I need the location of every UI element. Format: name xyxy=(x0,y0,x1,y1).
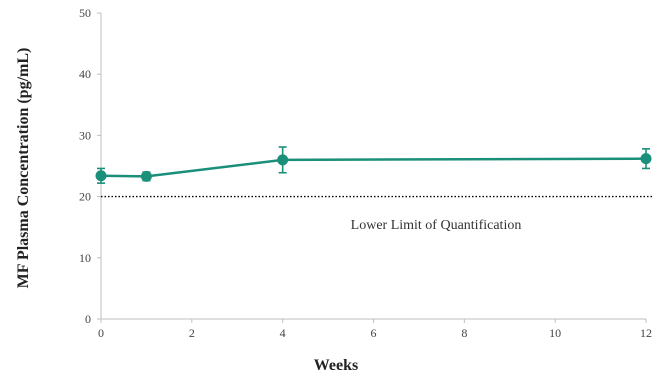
data-point xyxy=(640,153,652,165)
data-point xyxy=(277,154,289,166)
y-tick-label: 50 xyxy=(79,6,91,20)
x-tick-label: 2 xyxy=(189,326,195,340)
y-tick-label: 40 xyxy=(79,67,91,81)
x-tick-label: 4 xyxy=(280,326,286,340)
x-tick-label: 8 xyxy=(461,326,467,340)
y-tick-label: 0 xyxy=(85,312,91,326)
x-axis-title: Weeks xyxy=(314,357,358,374)
y-tick-label: 30 xyxy=(79,128,91,142)
ticks-layer: 0 10 20 30 40 50 0 2 4 6 8 10 12 xyxy=(79,6,652,340)
x-tick-label: 6 xyxy=(371,326,377,340)
x-tick-label: 10 xyxy=(549,326,561,340)
y-tick-label: 20 xyxy=(79,190,91,204)
y-tick-label: 10 xyxy=(79,251,91,265)
x-tick-label: 0 xyxy=(98,326,104,340)
axes-layer xyxy=(100,13,646,320)
data-point xyxy=(95,170,107,182)
series-layer xyxy=(95,146,652,184)
data-point xyxy=(140,170,152,182)
reference-line-label: Lower Limit of Quantification xyxy=(351,218,522,233)
series-line xyxy=(100,157,647,178)
y-axis-title: MF Plasma Concentration (pg/mL) xyxy=(15,48,32,289)
x-tick-label: 12 xyxy=(640,326,652,340)
